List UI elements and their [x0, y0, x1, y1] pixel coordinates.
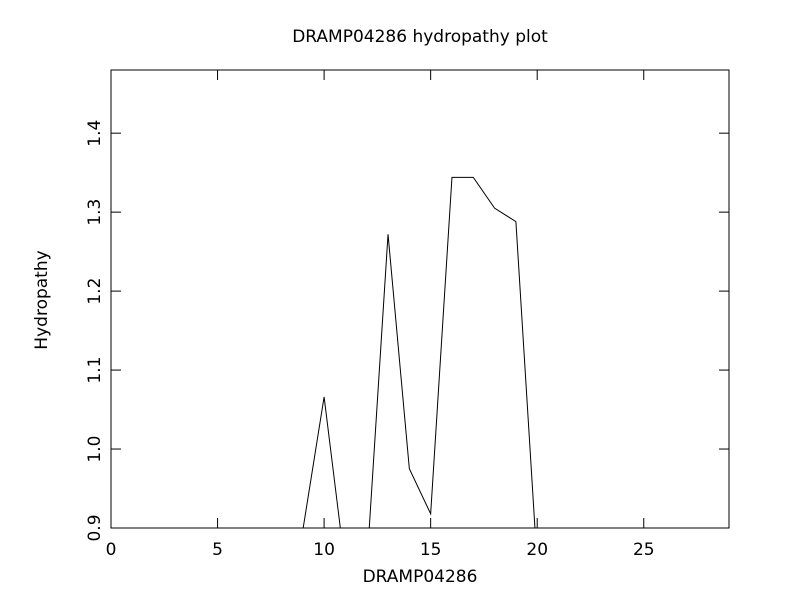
x-tick-label: 15 [420, 540, 442, 560]
plot-frame [110, 69, 730, 529]
data-line [302, 176, 536, 528]
y-axis-label: Hydropathy [32, 250, 52, 349]
x-tick-label: 5 [212, 540, 223, 560]
y-tick-label: 1.3 [85, 199, 105, 226]
y-tick-label: 0.9 [85, 514, 105, 541]
x-axis-label: DRAMP04286 [363, 567, 478, 587]
chart-title: DRAMP04286 hydropathy plot [292, 27, 548, 47]
y-tick-label: 1.0 [85, 436, 105, 463]
x-tick-label: 10 [313, 540, 335, 560]
x-tick-label: 20 [526, 540, 548, 560]
y-tick-label: 1.4 [85, 120, 105, 147]
x-tick-label: 0 [106, 540, 117, 560]
y-tick-label: 1.1 [85, 357, 105, 384]
y-tick-label: 1.2 [85, 278, 105, 305]
x-tick-label: 25 [633, 540, 655, 560]
